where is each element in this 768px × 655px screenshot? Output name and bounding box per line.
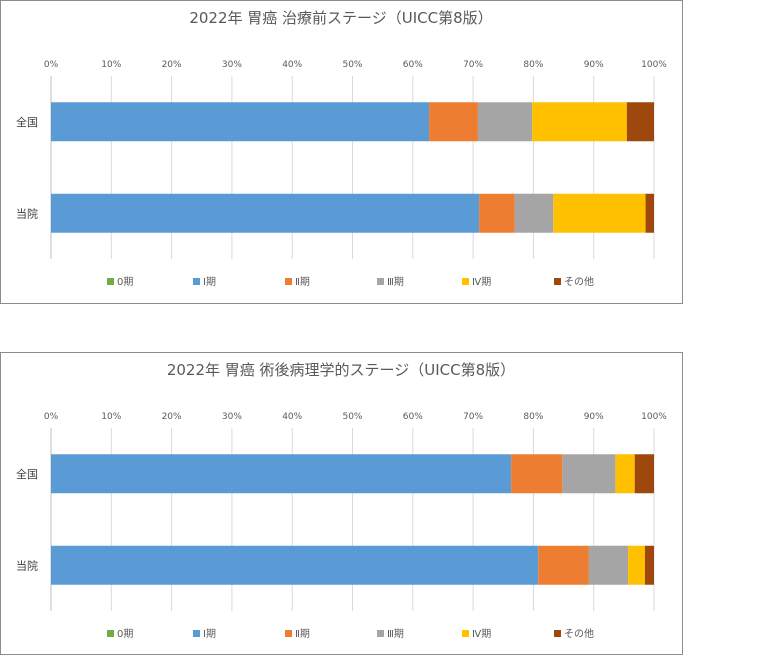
- legend-label: Ⅲ期: [387, 276, 404, 288]
- x-tick-label: 40%: [282, 60, 302, 70]
- legend-label: Ⅰ期: [203, 628, 216, 640]
- bar-segment: [628, 545, 645, 585]
- legend-label: Ⅱ期: [295, 276, 310, 288]
- chart-pretreatment-stage: 2022年 胃癌 治療前ステージ（UICC第8版） 0% 10% 20% 30% 40% 5…: [0, 0, 683, 304]
- legend-label: Ⅲ期: [387, 628, 404, 640]
- chart-svg: 2022年 胃癌 術後病理学的ステージ（UICC第8版） 0% 10% 20% 30% 4…: [16, 361, 667, 640]
- bar-segment: [514, 193, 554, 233]
- bar-segment: [511, 454, 563, 494]
- x-tick-label: 50%: [342, 60, 362, 70]
- legend-label: Ⅳ期: [472, 276, 491, 288]
- legend-label: その他: [564, 275, 594, 288]
- bar-segment: [477, 102, 533, 142]
- category-label: 当院: [16, 206, 38, 220]
- legend-swatch: [377, 630, 384, 637]
- bar-segment: [644, 545, 654, 585]
- legend-swatch: [285, 630, 292, 637]
- x-tick-label: 50%: [342, 412, 362, 422]
- bar-segment: [645, 193, 654, 233]
- bar-segment: [51, 454, 512, 494]
- bar-segment: [51, 193, 480, 233]
- x-tick-label: 90%: [584, 412, 604, 422]
- x-tick-label: 0%: [44, 60, 59, 70]
- x-tick-label: 40%: [282, 412, 302, 422]
- category-label: 全国: [16, 467, 38, 481]
- x-tick-label: 80%: [523, 60, 543, 70]
- bar-segment: [538, 545, 589, 585]
- legend-swatch: [285, 278, 292, 285]
- legend-swatch: [554, 278, 561, 285]
- bar-segment: [562, 454, 616, 494]
- x-tick-label: 20%: [162, 60, 182, 70]
- x-tick-label: 0%: [44, 412, 59, 422]
- category-label: 当院: [16, 558, 38, 572]
- x-tick-label: 10%: [101, 412, 121, 422]
- x-tick-label: 60%: [403, 60, 423, 70]
- bar-segment: [588, 545, 629, 585]
- x-tick-label: 100%: [641, 60, 667, 70]
- bar-segment: [51, 545, 539, 585]
- bar-segment: [626, 102, 654, 142]
- x-tick-label: 60%: [403, 412, 423, 422]
- x-tick-label: 100%: [641, 412, 667, 422]
- legend-swatch: [554, 630, 561, 637]
- bar-segment: [532, 102, 627, 142]
- legend-swatch: [462, 278, 469, 285]
- bar-segment: [429, 102, 478, 142]
- legend-label: Ⅳ期: [472, 628, 491, 640]
- legend-label: その他: [564, 627, 594, 640]
- chart-title: 2022年 胃癌 治療前ステージ（UICC第8版）: [189, 9, 492, 27]
- x-tick-label: 70%: [463, 60, 483, 70]
- category-label: 全国: [16, 115, 38, 129]
- x-tick-label: 90%: [584, 60, 604, 70]
- x-tick-label: 30%: [222, 60, 242, 70]
- legend-swatch: [107, 630, 114, 637]
- bar-segment: [553, 193, 646, 233]
- x-tick-label: 10%: [101, 60, 121, 70]
- chart-title: 2022年 胃癌 術後病理学的ステージ（UICC第8版）: [167, 361, 515, 379]
- legend-swatch: [377, 278, 384, 285]
- x-tick-label: 30%: [222, 412, 242, 422]
- x-tick-label: 70%: [463, 412, 483, 422]
- chart-svg: 2022年 胃癌 治療前ステージ（UICC第8版） 0% 10% 20% 30% 40% 5…: [16, 9, 667, 288]
- x-tick-label: 20%: [162, 412, 182, 422]
- legend-label: 0期: [117, 276, 133, 288]
- legend-label: Ⅱ期: [295, 628, 310, 640]
- legend-swatch: [462, 630, 469, 637]
- x-tick-label: 80%: [523, 412, 543, 422]
- bar-segment: [634, 454, 654, 494]
- legend-swatch: [107, 278, 114, 285]
- chart-pathological-stage: 2022年 胃癌 術後病理学的ステージ（UICC第8版） 0% 10% 20% 30% 4…: [0, 352, 683, 655]
- legend-label: 0期: [117, 628, 133, 640]
- legend-swatch: [193, 278, 200, 285]
- bar-segment: [479, 193, 515, 233]
- bar-segment: [51, 102, 430, 142]
- legend-swatch: [193, 630, 200, 637]
- bar-segment: [615, 454, 635, 494]
- legend-label: Ⅰ期: [203, 276, 216, 288]
